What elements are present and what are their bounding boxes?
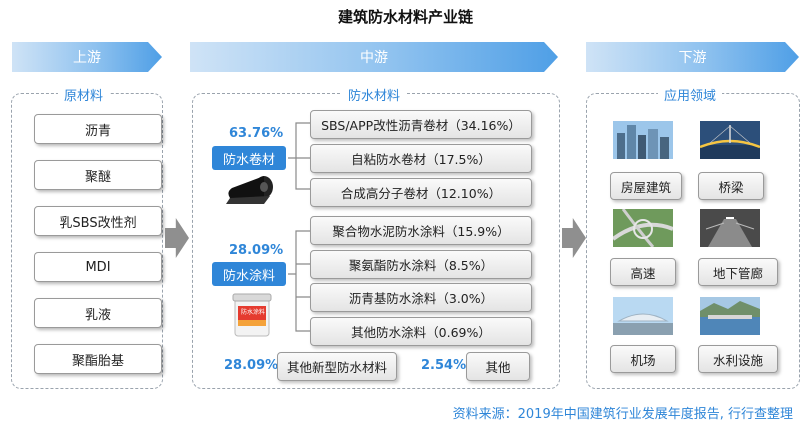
coating-share: 28.09% [229, 243, 284, 258]
coating-subtype: 其他防水涂料（0.69%） [310, 317, 532, 346]
other-new-material-box: 其他新型防水材料 [277, 352, 397, 381]
membrane-share: 63.76% [229, 126, 284, 141]
membrane-subtype: 合成高分子卷材（12.10%） [310, 178, 532, 207]
page-title: 建筑防水材料产业链 [337, 8, 473, 26]
coating-category-box: 防水涂料 [212, 262, 286, 286]
other-new-share: 28.09% [224, 358, 279, 373]
water-conservancy-image [700, 297, 760, 335]
application-item: 机场 [610, 345, 676, 373]
raw-material-item: 乳液 [34, 298, 162, 328]
highway-image [613, 209, 673, 247]
other-material-box: 其他 [466, 352, 530, 381]
flow-arrow-icon [562, 218, 586, 258]
stage-downstream-label: 下游 [678, 50, 707, 66]
application-item: 地下管廊 [698, 258, 778, 286]
other-share: 2.54% [421, 358, 467, 373]
raw-material-item: MDI [34, 252, 162, 282]
coating-subtype: 沥青基防水涂料（3.0%） [310, 283, 532, 312]
midstream-section-label: 防水材料 [342, 85, 407, 104]
membrane-subtype: SBS/APP改性沥青卷材（34.16%） [310, 110, 532, 139]
stage-downstream-header: 下游 [586, 42, 799, 72]
utility-tunnel-image [700, 209, 760, 247]
stage-midstream-label: 中游 [360, 50, 388, 66]
stage-upstream-header: 上游 [12, 42, 162, 72]
raw-material-item: 聚酯胎基 [34, 344, 162, 374]
airport-image [613, 297, 673, 335]
coating-subtype: 聚氨酯防水涂料（8.5%） [310, 250, 532, 279]
application-item: 水利设施 [698, 345, 778, 373]
membrane-bracket [288, 122, 310, 190]
coating-bracket [288, 230, 310, 332]
application-item: 房屋建筑 [610, 172, 682, 200]
coating-subtype: 聚合物水泥防水涂料（15.9%） [310, 216, 532, 245]
stage-upstream-label: 上游 [73, 50, 101, 66]
building-image [613, 121, 673, 159]
downstream-section-label: 应用领域 [658, 85, 723, 104]
membrane-subtype: 自粘防水卷材（17.5%） [310, 144, 532, 173]
flow-arrow-icon [165, 218, 189, 258]
membrane-category-box: 防水卷材 [212, 146, 286, 170]
coating-bucket-icon [232, 293, 272, 337]
application-item: 高速 [610, 258, 676, 286]
application-item: 桥梁 [698, 172, 764, 200]
membrane-roll-icon [226, 176, 273, 204]
raw-material-item: 聚醚 [34, 160, 162, 190]
source-note: 资料来源：2019年中国建筑行业发展年度报告, 行行查整理 [452, 407, 793, 422]
bridge-image [700, 121, 760, 159]
stage-midstream-header: 中游 [190, 42, 558, 72]
raw-material-item: 沥青 [34, 114, 162, 144]
raw-material-item: 乳SBS改性剂 [34, 206, 162, 236]
coating-bucket-text: 防水涂料 [240, 309, 265, 316]
upstream-section-label: 原材料 [58, 85, 110, 104]
